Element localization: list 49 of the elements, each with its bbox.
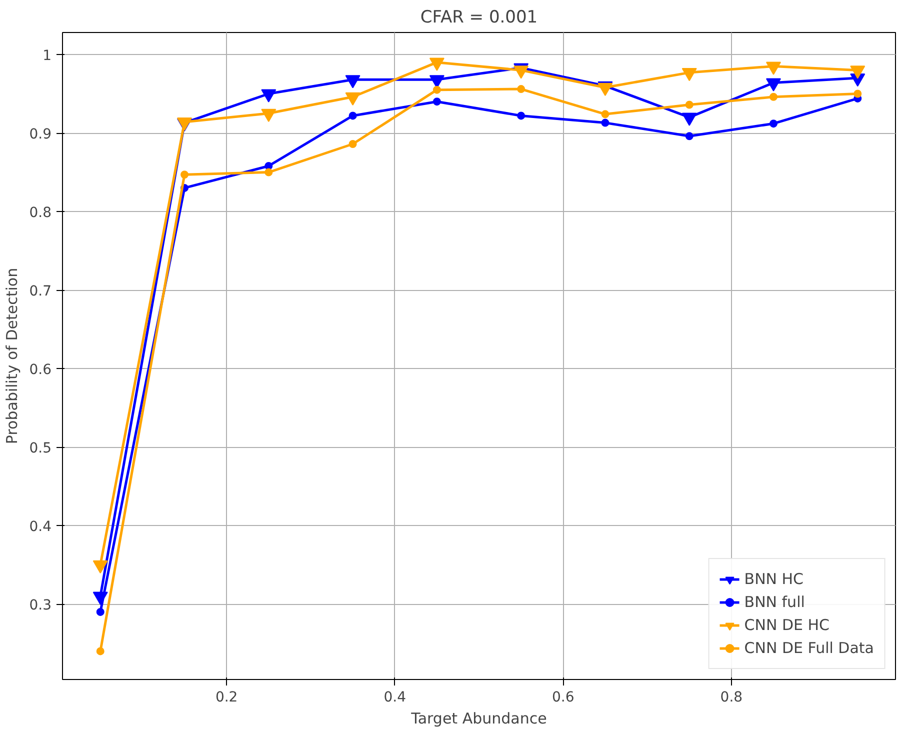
legend-label: BNN full — [744, 593, 805, 611]
x-tick-label: 0.4 — [384, 690, 406, 706]
y-axis-title: Probability of Detection — [3, 268, 22, 444]
y-tick-label: 0.3 — [29, 598, 52, 614]
point — [261, 89, 276, 102]
point — [345, 75, 360, 88]
point — [96, 647, 104, 656]
y-tick-label: 0.9 — [29, 126, 52, 143]
point — [514, 66, 529, 79]
point — [348, 140, 357, 148]
point — [601, 110, 610, 118]
point — [682, 112, 697, 126]
point — [264, 162, 273, 170]
y-tick-label: 0.7 — [29, 284, 52, 300]
point — [769, 120, 778, 128]
x-tick-label: 0.2 — [215, 690, 238, 706]
point — [601, 118, 610, 127]
point — [429, 58, 444, 71]
point — [180, 170, 189, 179]
point — [432, 98, 441, 106]
point — [264, 168, 273, 176]
point — [854, 90, 862, 98]
point — [766, 78, 781, 92]
legend-label: BNN HC — [744, 570, 804, 588]
point — [96, 608, 104, 616]
legend-label: CNN DE HC — [744, 616, 830, 634]
point — [769, 92, 778, 101]
chart-title: CFAR = 0.001 — [420, 8, 538, 28]
y-tick-label: 0.6 — [29, 362, 52, 378]
y-tick-label: 0.5 — [29, 440, 52, 457]
y-tick-label: 0.4 — [29, 519, 52, 536]
x-tick-label: 0.8 — [720, 690, 743, 706]
point — [517, 112, 526, 120]
x-tick-label: 0.6 — [552, 690, 574, 706]
legend-label: CNN DE Full Data — [744, 639, 874, 657]
point — [432, 86, 441, 94]
x-axis-title: Target Abundance — [410, 710, 547, 728]
point — [682, 68, 697, 82]
point — [850, 66, 866, 79]
point — [766, 62, 781, 75]
y-tick-label: 0.8 — [29, 205, 52, 222]
point — [345, 92, 360, 106]
y-tick-label: 1 — [42, 48, 52, 64]
point — [685, 132, 694, 140]
point — [517, 85, 526, 94]
point — [429, 75, 444, 88]
point — [348, 112, 357, 120]
point — [685, 100, 694, 109]
point — [261, 108, 276, 122]
